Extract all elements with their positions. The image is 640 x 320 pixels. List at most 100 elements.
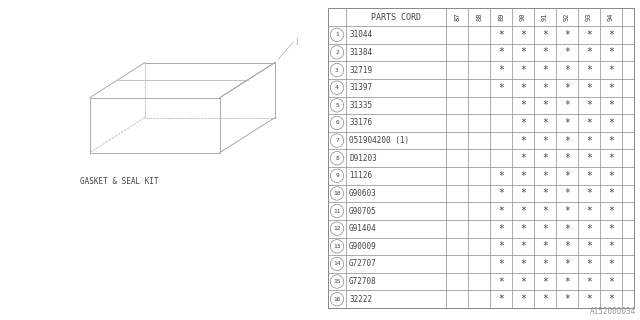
Text: *: * (498, 224, 504, 234)
Text: G91404: G91404 (349, 224, 377, 233)
Text: PARTS CORD: PARTS CORD (371, 12, 421, 21)
Text: *: * (608, 100, 614, 110)
Text: *: * (564, 65, 570, 75)
Text: 14: 14 (333, 261, 340, 267)
Text: 33176: 33176 (349, 118, 372, 127)
Text: *: * (586, 206, 592, 216)
Text: *: * (564, 47, 570, 57)
Text: *: * (586, 188, 592, 198)
Text: *: * (586, 259, 592, 269)
Text: *: * (498, 241, 504, 251)
Text: *: * (564, 188, 570, 198)
Text: 2: 2 (335, 50, 339, 55)
Text: *: * (520, 30, 526, 40)
Text: G72707: G72707 (349, 260, 377, 268)
Text: 1: 1 (335, 32, 339, 37)
Text: *: * (498, 83, 504, 93)
Text: 11: 11 (333, 209, 340, 213)
Text: 3: 3 (335, 68, 339, 73)
Text: *: * (520, 224, 526, 234)
Text: *: * (542, 100, 548, 110)
Text: *: * (586, 241, 592, 251)
Text: 16: 16 (333, 297, 340, 302)
Text: *: * (520, 65, 526, 75)
Text: *: * (498, 47, 504, 57)
Text: *: * (542, 118, 548, 128)
Text: *: * (564, 153, 570, 163)
Text: *: * (542, 30, 548, 40)
Text: *: * (586, 224, 592, 234)
Text: *: * (520, 188, 526, 198)
Text: *: * (498, 65, 504, 75)
Text: G90705: G90705 (349, 207, 377, 216)
Text: *: * (586, 294, 592, 304)
Text: *: * (564, 118, 570, 128)
Text: 9: 9 (335, 173, 339, 178)
Text: *: * (586, 153, 592, 163)
Text: *: * (608, 153, 614, 163)
Text: 89: 89 (498, 13, 504, 21)
Text: 31044: 31044 (349, 30, 372, 39)
Text: *: * (564, 171, 570, 181)
Text: 87: 87 (454, 13, 460, 21)
Text: *: * (520, 100, 526, 110)
Text: *: * (498, 294, 504, 304)
Text: *: * (564, 30, 570, 40)
Text: *: * (520, 136, 526, 146)
Text: *: * (608, 83, 614, 93)
Text: *: * (608, 136, 614, 146)
Text: *: * (542, 276, 548, 287)
Text: *: * (542, 136, 548, 146)
Text: *: * (520, 171, 526, 181)
Text: G90009: G90009 (349, 242, 377, 251)
Text: *: * (542, 47, 548, 57)
Text: *: * (542, 206, 548, 216)
Text: *: * (608, 259, 614, 269)
Text: *: * (586, 65, 592, 75)
Text: *: * (498, 188, 504, 198)
Text: *: * (564, 83, 570, 93)
Text: 11126: 11126 (349, 171, 372, 180)
Text: *: * (542, 241, 548, 251)
Text: 91: 91 (542, 13, 548, 21)
Text: *: * (498, 30, 504, 40)
Text: *: * (564, 100, 570, 110)
Text: *: * (586, 136, 592, 146)
Text: *: * (586, 171, 592, 181)
Text: 32222: 32222 (349, 295, 372, 304)
Text: 10: 10 (333, 191, 340, 196)
Text: 8: 8 (335, 156, 339, 161)
Text: 13: 13 (333, 244, 340, 249)
Text: *: * (542, 294, 548, 304)
Text: *: * (520, 241, 526, 251)
Text: A152000034: A152000034 (589, 307, 636, 316)
Text: *: * (520, 259, 526, 269)
Text: *: * (586, 30, 592, 40)
Text: *: * (564, 241, 570, 251)
Text: GASKET & SEAL KIT: GASKET & SEAL KIT (80, 178, 159, 187)
Text: *: * (564, 224, 570, 234)
Text: *: * (586, 118, 592, 128)
Text: *: * (564, 136, 570, 146)
Text: G90603: G90603 (349, 189, 377, 198)
Text: *: * (542, 65, 548, 75)
Text: *: * (586, 83, 592, 93)
Text: *: * (564, 276, 570, 287)
Text: 7: 7 (335, 138, 339, 143)
Text: *: * (542, 224, 548, 234)
Text: *: * (542, 83, 548, 93)
Text: *: * (586, 47, 592, 57)
Text: *: * (564, 294, 570, 304)
Text: *: * (608, 47, 614, 57)
Text: 32719: 32719 (349, 66, 372, 75)
Text: 31335: 31335 (349, 101, 372, 110)
Text: *: * (564, 206, 570, 216)
Text: 88: 88 (476, 13, 482, 21)
Text: *: * (520, 83, 526, 93)
Text: *: * (608, 171, 614, 181)
Text: *: * (542, 153, 548, 163)
Text: *: * (608, 118, 614, 128)
Text: D91203: D91203 (349, 154, 377, 163)
Text: *: * (520, 294, 526, 304)
Text: *: * (498, 259, 504, 269)
